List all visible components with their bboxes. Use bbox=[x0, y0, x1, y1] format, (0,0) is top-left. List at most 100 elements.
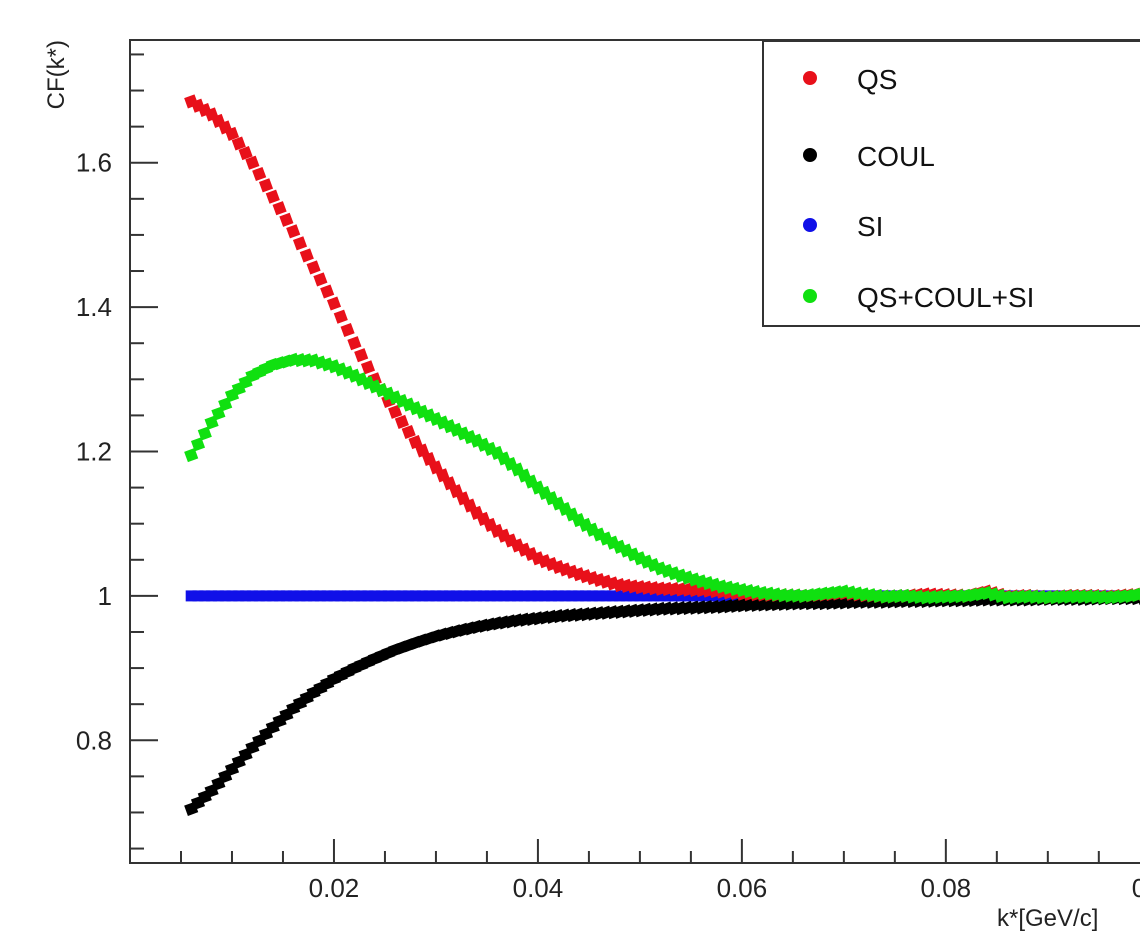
data-point bbox=[335, 590, 347, 602]
data-point bbox=[661, 590, 673, 602]
legend-marker bbox=[803, 289, 817, 303]
data-point bbox=[620, 590, 632, 602]
data-point bbox=[1135, 586, 1140, 602]
data-point bbox=[586, 590, 598, 602]
data-point bbox=[199, 590, 211, 602]
data-point bbox=[197, 426, 212, 441]
legend-marker bbox=[803, 218, 817, 232]
data-point bbox=[423, 590, 435, 602]
data-point bbox=[607, 590, 619, 602]
data-point bbox=[267, 590, 279, 602]
data-point bbox=[559, 590, 571, 602]
data-point bbox=[478, 590, 489, 602]
data-point bbox=[360, 360, 376, 375]
legend-box bbox=[762, 40, 1140, 327]
data-point bbox=[444, 590, 455, 602]
data-point bbox=[396, 590, 408, 602]
data-point bbox=[292, 236, 308, 251]
data-point bbox=[224, 126, 240, 141]
x-tick-label: 0.1 bbox=[1132, 873, 1140, 903]
data-point bbox=[252, 166, 267, 182]
data-point bbox=[206, 590, 218, 602]
data-point bbox=[688, 590, 700, 602]
data-point bbox=[340, 322, 355, 338]
data-point bbox=[498, 590, 510, 602]
data-point bbox=[539, 590, 551, 602]
data-point bbox=[580, 590, 591, 602]
data-point bbox=[641, 590, 653, 602]
data-point bbox=[219, 590, 231, 602]
data-point bbox=[593, 590, 605, 602]
axis-layer: 0.02 0.04 0.06 0.08 0.1 0.8 1 1.2 1.4 1.6 bbox=[76, 53, 1140, 903]
data-point bbox=[573, 590, 585, 602]
data-point bbox=[301, 590, 313, 602]
legend-label: QS+COUL+SI bbox=[857, 282, 1034, 313]
data-point bbox=[437, 590, 449, 602]
x-tick-label: 0.08 bbox=[921, 873, 972, 903]
data-point bbox=[333, 309, 348, 324]
data-point bbox=[246, 590, 258, 602]
data-point bbox=[306, 260, 321, 275]
data-point bbox=[347, 336, 362, 351]
y-tick-label: 1.2 bbox=[76, 437, 112, 467]
data-point bbox=[654, 590, 666, 602]
data-point bbox=[321, 590, 333, 602]
y-tick-label: 1.4 bbox=[76, 292, 112, 322]
data-point bbox=[410, 590, 421, 602]
x-tick-label: 0.02 bbox=[309, 873, 360, 903]
data-point bbox=[457, 590, 469, 602]
data-point bbox=[274, 590, 286, 602]
legend: QS COUL SI QS+COUL+SI bbox=[762, 40, 1140, 327]
data-point bbox=[394, 414, 409, 429]
data-point bbox=[450, 590, 462, 602]
data-point bbox=[505, 590, 517, 602]
data-point bbox=[245, 155, 260, 170]
data-point bbox=[184, 448, 199, 463]
x-tick-label: 0.06 bbox=[717, 873, 768, 903]
data-point bbox=[362, 590, 374, 602]
data-point bbox=[416, 590, 428, 602]
legend-label: COUL bbox=[857, 141, 935, 172]
data-point bbox=[299, 248, 314, 263]
legend-label: SI bbox=[857, 211, 883, 242]
data-point bbox=[190, 437, 206, 452]
data-point bbox=[422, 451, 437, 467]
data-point bbox=[552, 590, 564, 602]
legend-label: QS bbox=[857, 64, 897, 95]
data-point bbox=[192, 590, 204, 602]
data-point bbox=[430, 590, 442, 602]
data-point bbox=[464, 590, 476, 602]
data-point bbox=[518, 590, 530, 602]
data-point bbox=[484, 590, 496, 602]
data-point bbox=[240, 590, 252, 602]
data-point bbox=[491, 590, 503, 602]
data-point bbox=[258, 178, 274, 193]
y-axis-title: CF(k*) bbox=[43, 40, 70, 109]
data-point bbox=[326, 296, 342, 311]
y-tick-label: 1.6 bbox=[76, 148, 112, 178]
y-tick-label: 0.8 bbox=[76, 725, 112, 755]
data-point bbox=[348, 590, 360, 602]
data-point bbox=[382, 590, 394, 602]
y-tick-label: 1 bbox=[98, 581, 112, 611]
data-point bbox=[314, 590, 326, 602]
data-point bbox=[369, 590, 381, 602]
x-axis-title: k*[GeV/c] bbox=[997, 905, 1098, 932]
data-point bbox=[320, 284, 335, 299]
data-point bbox=[342, 590, 354, 602]
data-point bbox=[471, 590, 483, 602]
data-point bbox=[253, 590, 265, 602]
legend-marker bbox=[803, 71, 817, 85]
data-point bbox=[627, 590, 639, 602]
data-point bbox=[238, 146, 253, 161]
data-point bbox=[294, 590, 306, 602]
data-layer bbox=[184, 94, 1140, 816]
data-point bbox=[212, 590, 224, 602]
legend-marker bbox=[803, 148, 817, 162]
data-point bbox=[389, 590, 401, 602]
data-point bbox=[403, 590, 415, 602]
data-point bbox=[401, 424, 416, 440]
data-point bbox=[354, 348, 369, 363]
data-point bbox=[355, 590, 367, 602]
